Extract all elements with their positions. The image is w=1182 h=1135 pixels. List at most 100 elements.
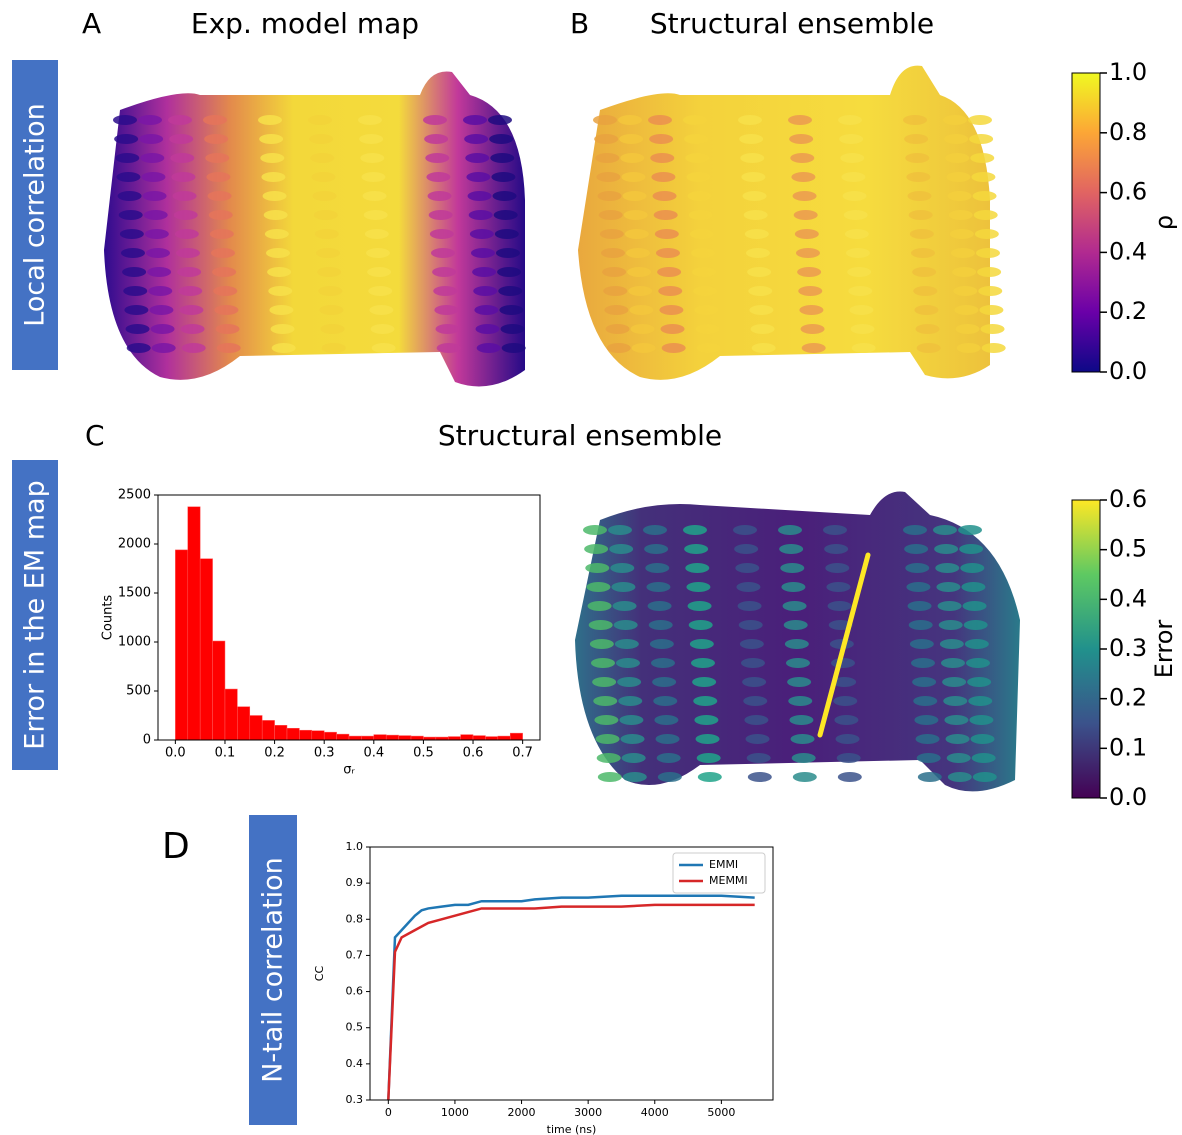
- map-rib: [943, 115, 967, 125]
- map-rib: [906, 582, 931, 592]
- row-label-box: [12, 460, 58, 770]
- map-rib: [606, 343, 631, 353]
- map-rib: [825, 563, 850, 573]
- colorbar-tick-label: 0.1: [1109, 733, 1147, 761]
- map-rib: [689, 639, 714, 649]
- map-rib: [463, 115, 487, 125]
- map-rib: [849, 305, 874, 315]
- map-rib: [597, 772, 622, 782]
- y-tick-label: 0.7: [346, 948, 364, 961]
- colorbar-tick-label: 0.0: [1109, 357, 1147, 385]
- map-rib: [801, 343, 826, 353]
- map-rib: [269, 305, 294, 315]
- map-rib: [368, 286, 393, 296]
- map-rib: [945, 153, 970, 163]
- map-rib: [824, 544, 849, 554]
- map-rib: [785, 658, 810, 668]
- map-rib: [427, 191, 452, 201]
- histogram-bar: [485, 736, 499, 741]
- map-rib: [847, 267, 872, 277]
- map-rib: [261, 172, 286, 182]
- map-rib: [150, 324, 175, 334]
- map-rib: [143, 210, 168, 220]
- map-rib: [733, 525, 757, 535]
- map-rib: [585, 563, 610, 573]
- map-rib: [735, 563, 760, 573]
- map-rib: [603, 286, 628, 296]
- map-rib: [319, 305, 344, 315]
- map-rib: [501, 343, 526, 353]
- map-rib: [962, 601, 987, 611]
- map-rib: [174, 229, 199, 239]
- map-b: [578, 65, 990, 380]
- map-rib: [171, 172, 196, 182]
- map-rib: [979, 305, 1004, 315]
- panel-letter: D: [162, 826, 190, 867]
- y-axis-label: CC: [313, 966, 326, 982]
- map-rib: [958, 525, 982, 535]
- map-rib: [971, 172, 996, 182]
- map-rib: [740, 153, 765, 163]
- map-rib: [851, 343, 876, 353]
- y-tick-label: 0.4: [346, 1057, 364, 1070]
- map-rib: [598, 210, 623, 220]
- colorbar-tick-label: 0.2: [1109, 684, 1147, 712]
- map-rib: [946, 172, 971, 182]
- map-rib: [587, 601, 612, 611]
- map-rib: [625, 248, 650, 258]
- map-rib: [149, 305, 174, 315]
- map-rib: [738, 620, 763, 630]
- map-rib: [948, 210, 973, 220]
- histogram-bar: [373, 734, 387, 741]
- map-rib: [618, 115, 642, 125]
- map-rib: [363, 210, 388, 220]
- y-tick-label: 0.6: [346, 985, 364, 998]
- histogram-bar: [249, 715, 263, 741]
- map-rib: [180, 324, 205, 334]
- map-rib: [834, 715, 859, 725]
- histogram-bar: [261, 720, 275, 741]
- map-rib: [138, 115, 162, 125]
- colorbar-tick-label: 1.0: [1109, 58, 1147, 86]
- map-rib: [965, 658, 990, 668]
- histogram-bar: [237, 706, 251, 741]
- map-rib: [950, 248, 975, 258]
- y-tick-label: 500: [126, 684, 151, 699]
- map-rib: [614, 639, 639, 649]
- map-rib: [649, 134, 674, 144]
- map-rib: [972, 772, 997, 782]
- map-rib: [361, 172, 386, 182]
- map-rib: [651, 172, 676, 182]
- map-rib: [433, 286, 458, 296]
- map-rib: [800, 324, 825, 334]
- map-rib: [262, 191, 287, 201]
- map-rib: [695, 734, 720, 744]
- map-rib: [205, 153, 230, 163]
- panel-title: Structural ensemble: [650, 7, 934, 40]
- y-axis-label: Counts: [101, 595, 116, 641]
- map-rib: [472, 267, 497, 277]
- x-tick-label: 0.3: [314, 746, 335, 761]
- map-rib: [596, 172, 621, 182]
- map-rib: [113, 115, 137, 125]
- panel-letter: A: [82, 7, 101, 40]
- map-rib: [742, 191, 767, 201]
- map-rib: [683, 115, 707, 125]
- map-rib: [660, 324, 685, 334]
- map-rib: [745, 248, 770, 258]
- map-rib: [117, 191, 142, 201]
- map-rib: [967, 677, 992, 687]
- map-rib: [740, 658, 765, 668]
- map-rib: [646, 582, 671, 592]
- map-rib: [175, 248, 200, 258]
- map-rib: [791, 172, 816, 182]
- row-label-box: [12, 60, 58, 370]
- map-rib: [969, 134, 994, 144]
- map-rib: [792, 772, 817, 782]
- map-rib: [959, 544, 984, 554]
- map-rib: [599, 229, 624, 239]
- map-rib: [488, 115, 512, 125]
- map-rib: [737, 601, 762, 611]
- map-rib: [734, 544, 759, 554]
- map-rib: [139, 134, 164, 144]
